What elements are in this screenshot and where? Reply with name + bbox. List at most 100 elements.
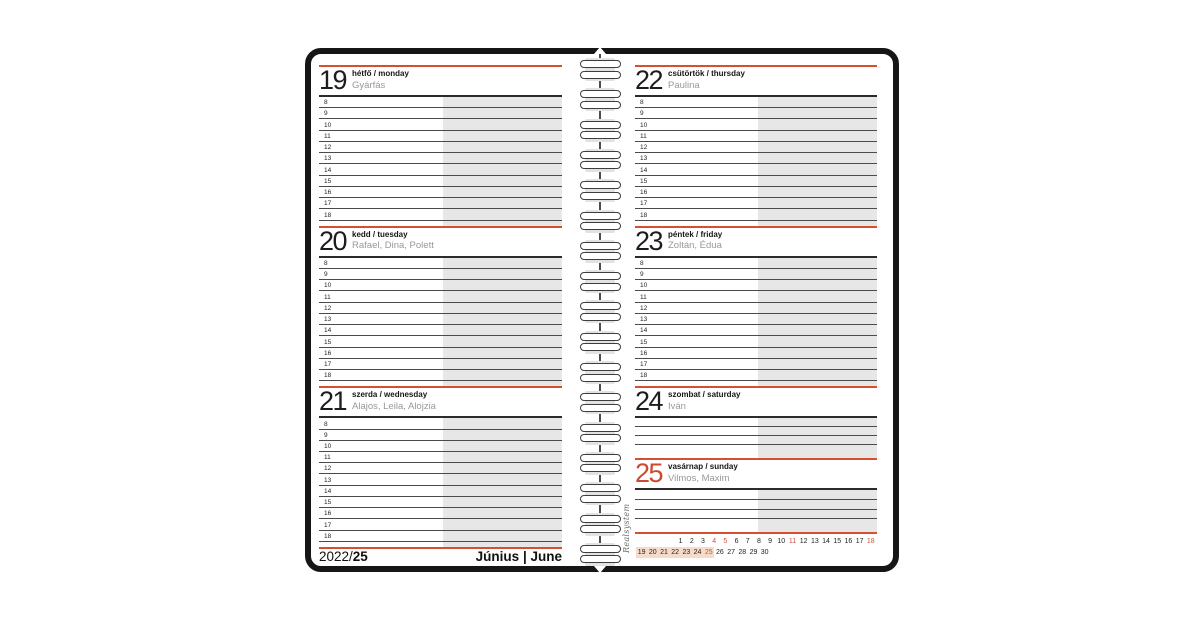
hour-row: 8 bbox=[635, 258, 877, 269]
hour-label: 11 bbox=[324, 293, 331, 301]
hour-row: 17 bbox=[635, 359, 877, 370]
hour-row: 10 bbox=[319, 280, 562, 292]
wire-ring-bottom bbox=[579, 343, 621, 352]
hour-row: 13 bbox=[635, 314, 877, 326]
brand-logo-vertical: Realsystem bbox=[622, 503, 631, 553]
mini-calendar-row: 19 20 21 22 23 24 25 26 27 28 29 30 bbox=[636, 547, 877, 558]
mini-calendar-day-16: 16 bbox=[844, 538, 853, 545]
mini-calendar-day-29: 29 bbox=[749, 549, 758, 556]
wire-ring-top bbox=[579, 423, 621, 432]
day-name-label: vasárnap / sunday bbox=[668, 462, 738, 472]
afternoon-shade-block bbox=[442, 418, 562, 547]
spine-notch-top bbox=[594, 47, 606, 54]
hour-label: 14 bbox=[640, 166, 648, 174]
day-24-saturday: 24 szombat / saturday Iván bbox=[635, 386, 877, 459]
mini-calendar-row: 1 2 3 4 5 6 7 8 9 10 11 12 13 14 15 16 17 18 bbox=[675, 536, 877, 547]
hour-grid: 8 9 10 11 12 13 14 15 16 17 18 bbox=[319, 255, 562, 387]
hour-row: 13 bbox=[635, 153, 877, 165]
hour-row: 12 bbox=[319, 303, 562, 314]
month-en: June bbox=[530, 549, 562, 564]
red-rule-bottom bbox=[319, 546, 562, 549]
hour-label: 8 bbox=[324, 99, 328, 107]
wire-ring-top bbox=[579, 302, 621, 311]
day-number: 23 bbox=[635, 225, 664, 256]
mini-calendar-day-27: 27 bbox=[727, 549, 735, 556]
nameday-label: Rafael, Dina, Polett bbox=[352, 240, 434, 252]
mini-calendar-day-17: 17 bbox=[855, 538, 864, 545]
nameday-label: Vilmos, Maxim bbox=[668, 472, 730, 484]
hour-label: 8 bbox=[324, 420, 328, 428]
hour-row: 16 bbox=[635, 187, 877, 199]
hour-row: 17 bbox=[319, 198, 562, 210]
hour-label: 9 bbox=[324, 271, 328, 279]
spiral-coil bbox=[578, 421, 622, 445]
right-day-list: 22 csütörtök / thursday Paulina 8 9 10 11 12 13 1… bbox=[635, 65, 877, 535]
hour-row: 12 bbox=[319, 142, 562, 154]
mini-calendar-day-25: 25 bbox=[703, 547, 715, 558]
hour-label: 15 bbox=[324, 177, 332, 185]
wire-ring-bottom bbox=[579, 222, 621, 230]
hour-row: 11 bbox=[319, 131, 562, 142]
mini-calendar-day-18: 18 bbox=[866, 538, 875, 545]
hour-grid: 8 9 10 11 12 13 14 15 16 17 18 bbox=[635, 95, 877, 226]
nameday-label: Iván bbox=[668, 400, 686, 412]
wire-ring-top bbox=[579, 241, 621, 250]
day-number: 25 bbox=[635, 458, 664, 489]
spiral-coil bbox=[578, 361, 622, 384]
hour-grid: 8 9 10 11 12 13 14 15 16 17 18 bbox=[319, 416, 562, 547]
day-titles: vasárnap / sunday Vilmos, Maxim bbox=[666, 461, 738, 484]
hour-label: 15 bbox=[324, 338, 332, 346]
hour-label: 10 bbox=[324, 282, 332, 290]
hour-label: 10 bbox=[324, 121, 332, 129]
wire-ring-bottom bbox=[579, 100, 621, 109]
hour-label: 12 bbox=[324, 144, 332, 152]
blank-row bbox=[635, 436, 877, 446]
day-number: 20 bbox=[319, 225, 348, 256]
month-label: Június | June bbox=[476, 549, 562, 564]
hour-label: 16 bbox=[324, 189, 332, 197]
nameday-label: Paulina bbox=[668, 79, 700, 91]
hour-label: 16 bbox=[640, 349, 648, 357]
hour-row: 9 bbox=[319, 430, 562, 441]
hour-row: 16 bbox=[635, 348, 877, 359]
afternoon-shade-block bbox=[442, 257, 562, 387]
mini-calendar-day-5: 5 bbox=[723, 538, 728, 545]
red-rule bbox=[635, 386, 877, 389]
hour-row: 12 bbox=[635, 142, 877, 154]
hour-row: 11 bbox=[319, 291, 562, 303]
hour-label: 12 bbox=[640, 304, 648, 312]
hour-label: 9 bbox=[324, 431, 328, 439]
hour-label: 9 bbox=[324, 110, 328, 118]
hour-row: 13 bbox=[319, 153, 562, 165]
hour-row: 14 bbox=[319, 325, 562, 337]
red-rule bbox=[635, 225, 877, 228]
hour-label: 17 bbox=[324, 361, 332, 368]
day-titles: hétfő / monday Gyárfás bbox=[350, 68, 409, 91]
mini-calendar: 1 2 3 4 5 6 7 8 9 10 11 12 13 14 15 16 17 18 19 20 21 22 23 24 2… bbox=[635, 536, 877, 558]
afternoon-shade-block bbox=[758, 418, 877, 459]
blank-row bbox=[635, 490, 877, 500]
wire-ring-top bbox=[579, 120, 621, 129]
day-titles: péntek / friday Zoltán, Édua bbox=[666, 229, 722, 252]
wire-ring-bottom bbox=[579, 525, 621, 533]
hour-row: 11 bbox=[635, 131, 877, 142]
month-divider: | bbox=[522, 549, 527, 564]
spiral-coil bbox=[578, 270, 622, 294]
spiral-coil bbox=[578, 451, 622, 475]
wire-ring-bottom bbox=[579, 282, 621, 291]
hour-label: 18 bbox=[324, 211, 332, 219]
hour-grid: 8 9 10 11 12 13 14 15 16 17 18 bbox=[319, 95, 562, 226]
wire-ring-bottom bbox=[579, 434, 621, 443]
mini-calendar-day-6: 6 bbox=[734, 538, 739, 545]
wire-ring-bottom bbox=[579, 131, 621, 140]
hour-row: 15 bbox=[635, 336, 877, 348]
day-23-friday: 23 péntek / friday Zoltán, Édua 8 9 10 11 12 13 1… bbox=[635, 225, 877, 387]
hour-label: 11 bbox=[640, 132, 647, 140]
hour-row: 16 bbox=[319, 508, 562, 520]
mini-calendar-day-21: 21 bbox=[658, 547, 670, 558]
hour-label: 18 bbox=[640, 372, 648, 380]
wire-ring-top bbox=[579, 514, 621, 523]
wire-ring-top bbox=[579, 393, 621, 402]
mini-calendar-day-3: 3 bbox=[701, 538, 705, 545]
day-name-label: szombat / saturday bbox=[668, 390, 741, 400]
